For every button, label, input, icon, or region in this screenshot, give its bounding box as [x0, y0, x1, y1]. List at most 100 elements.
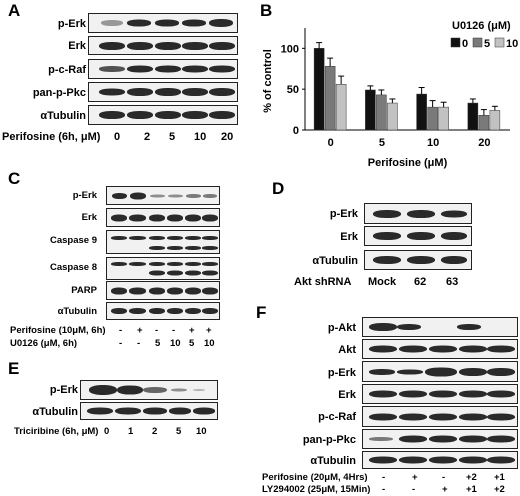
panel-a-treatment-label: Perifosine (6h, μM) [2, 131, 101, 143]
panel-d-letter: D [272, 179, 285, 198]
panel-f-treatment-value: - [442, 472, 446, 483]
y-tick-label: 100 [281, 43, 299, 55]
panel-a-blot-strip [88, 82, 238, 102]
panel-a-lane-label: 10 [194, 131, 207, 143]
panel-d-row-label: p-Erk [329, 208, 358, 220]
panel-c-blot-strip [106, 257, 220, 280]
panel-f-treatment-value: +1 [466, 484, 477, 495]
panel-f-letter: F [256, 303, 267, 322]
panel-e-row-label: p-Erk [49, 384, 78, 396]
panel-f-treatment-value: +1 [494, 472, 505, 483]
panel-a-blot-strip [88, 36, 238, 55]
legend-swatch [472, 37, 483, 48]
panel-e-blot-strip [80, 380, 218, 400]
bar [416, 93, 427, 131]
panel-f-blot-strip [362, 361, 518, 382]
panel-f-blot-strip [362, 317, 518, 337]
bar [489, 110, 501, 131]
panel-f-treatment-value: +2 [466, 472, 477, 483]
panel-f-row-label: p-c-Raf [318, 411, 356, 423]
panel-c-treatment-value: - [119, 338, 123, 349]
panel-c-row-label: PARP [71, 285, 97, 296]
panel-a-blot-strip [88, 59, 238, 79]
panel-c-treatment-value: - [119, 325, 123, 336]
panel-f-treatment-value: - [412, 484, 416, 495]
panel-d-blot-strip [364, 203, 472, 224]
panel-a-row-label: αTubulin [40, 110, 86, 122]
panel-c-letter: C [8, 169, 21, 188]
x-tick-label: 0 [328, 137, 334, 149]
x-tick-label: 10 [427, 137, 439, 149]
panel-c-blot-strip [106, 302, 220, 320]
legend-swatch [450, 37, 461, 48]
panel-a-lane-label: 0 [114, 131, 121, 143]
panel-c-row-label: αTubulin [57, 306, 97, 317]
panel-d-blot-strip [364, 226, 472, 246]
panel-e-lane-label: 5 [176, 426, 182, 437]
panel-e-lane-label: 1 [128, 426, 134, 437]
panel-f-row-label: p-Akt [327, 322, 356, 334]
panel-c-treatment-value: 5 [189, 338, 195, 349]
y-tick-label: 50 [287, 84, 299, 96]
panel-d-row-label: αTubulin [312, 255, 358, 267]
panel-f-blot-strip [362, 429, 518, 449]
y-axis-label: % of control [262, 49, 274, 113]
panel-f-blot-strip [362, 451, 518, 469]
panel-c-treatment-label: Perifosine (10μM, 6h) [10, 325, 106, 336]
panel-c-treatment-value: 5 [155, 338, 161, 349]
bar [467, 102, 479, 131]
panel-f-blot-strip [362, 406, 518, 427]
panel-e-row-label: αTubulin [32, 406, 78, 418]
panel-f-row-label: Erk [338, 389, 356, 401]
panel-b-letter: B [260, 1, 273, 20]
panel-d-lane-label: 62 [414, 276, 427, 288]
panel-e-letter: E [8, 359, 20, 378]
x-tick-label: 20 [478, 137, 490, 149]
panel-c-row-label: Caspase 9 [49, 235, 97, 246]
panel-a-lane-label: 20 [221, 131, 234, 143]
legend-title: U0126 (μM) [452, 20, 511, 32]
x-axis-label: Perifosine (μM) [368, 157, 448, 169]
panel-a-blot-strip [88, 13, 238, 33]
panel-c-blot-strip [106, 186, 220, 205]
panel-c-treatment-value: 10 [170, 338, 181, 349]
panel-d-lane-label: Mock [368, 276, 397, 288]
panel-c-blot-strip [106, 208, 220, 227]
panel-a-row-label: pan-p-Pkc [32, 87, 86, 99]
panel-a-row-label: p-c-Raf [48, 64, 86, 76]
y-tick-label: 0 [293, 125, 299, 137]
panel-c-treatment-value: + [206, 325, 212, 336]
panel-f-treatment-label: Perifosine (20μM, 4Hrs) [262, 472, 368, 483]
panel-f-treatment-value: - [382, 484, 386, 495]
panel-f-treatment-value: + [442, 484, 448, 495]
panel-f-blot-strip [362, 384, 518, 404]
bar [376, 94, 387, 131]
legend-swatch [494, 37, 505, 48]
bar [438, 106, 449, 131]
panel-d-lane-label: 63 [446, 276, 459, 288]
panel-e-lane-label: 2 [152, 426, 158, 437]
x-tick-label: 5 [379, 137, 385, 149]
bar [335, 84, 347, 131]
bar [387, 102, 398, 131]
panel-f-treatment-label: LY294002 (25μM, 15Min) [262, 484, 371, 495]
panel-f-treatment-value: + [412, 472, 418, 483]
panel-d-row-label: Erk [340, 231, 358, 243]
legend-label: 10 [506, 38, 518, 50]
panel-c-treatment-value: + [189, 325, 195, 336]
bar [313, 48, 325, 131]
panel-f-treatment-value: - [382, 472, 386, 483]
panel-a-blot-strip [88, 105, 238, 125]
bar [365, 89, 376, 131]
panel-c-blot-strip [106, 281, 220, 300]
panel-c-treatment-label: U0126 (μM, 6h) [10, 338, 78, 349]
panel-c-treatment-value: + [137, 325, 143, 336]
panel-f-row-label: pan-p-Pkc [302, 434, 356, 446]
panel-c-treatment-value: - [172, 325, 176, 336]
legend-label: 0 [462, 38, 468, 50]
panel-f-row-label: αTubulin [310, 455, 356, 467]
panel-e-blot-strip [80, 402, 218, 420]
panel-f-row-label: Akt [338, 344, 356, 356]
panel-e-lane-label: 0 [104, 426, 110, 437]
